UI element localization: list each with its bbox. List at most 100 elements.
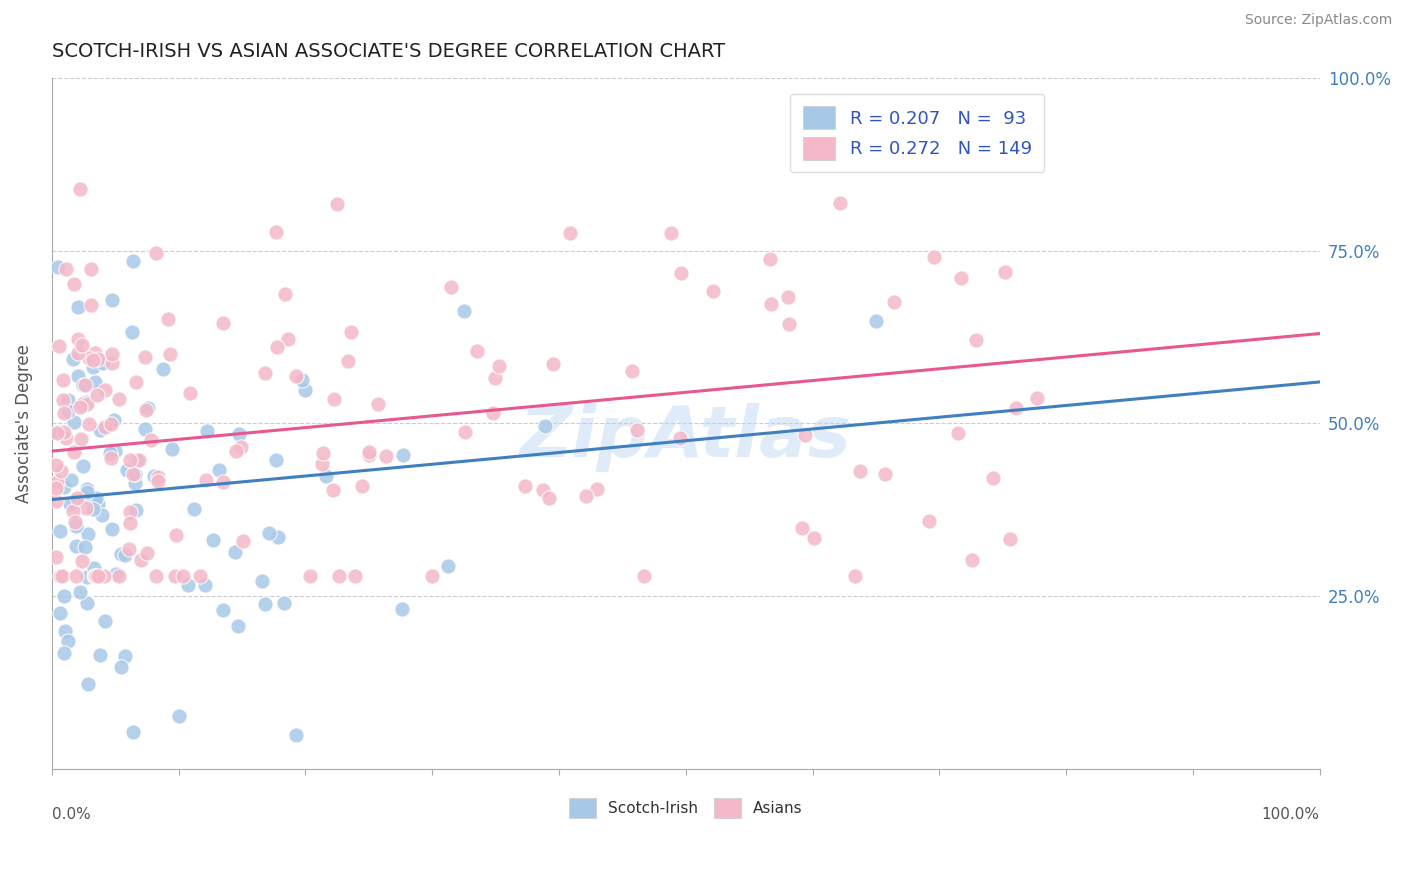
- Point: [63, 445, 86, 459]
- Point: [67, 300, 90, 314]
- Point: [163, 568, 186, 582]
- Point: [49, 464, 72, 478]
- Point: [668, 431, 690, 445]
- Point: [70, 433, 93, 447]
- Point: [291, 373, 314, 387]
- Point: [65, 568, 87, 582]
- Point: [226, 619, 249, 633]
- Point: [110, 548, 132, 562]
- Point: [1004, 401, 1026, 416]
- Point: [759, 252, 782, 267]
- Point: [994, 265, 1017, 279]
- Point: [100, 522, 122, 536]
- Point: [89, 648, 111, 663]
- Point: [45, 494, 67, 508]
- Point: [86, 568, 108, 582]
- Point: [76, 485, 98, 500]
- Text: ZipAtlas: ZipAtlas: [520, 403, 852, 472]
- Point: [844, 568, 866, 582]
- Point: [328, 568, 350, 582]
- Point: [59, 473, 82, 487]
- Point: [224, 544, 246, 558]
- Point: [65, 539, 87, 553]
- Point: [250, 574, 273, 588]
- Point: [124, 467, 146, 481]
- Point: [148, 470, 170, 484]
- Point: [134, 351, 156, 365]
- Text: SCOTCH-IRISH VS ASIAN ASSOCIATE'S DEGREE CORRELATION CHART: SCOTCH-IRISH VS ASIAN ASSOCIATE'S DEGREE…: [52, 42, 725, 61]
- Point: [228, 427, 250, 442]
- Point: [70, 554, 93, 568]
- Point: [53, 589, 76, 603]
- Text: 100.0%: 100.0%: [1261, 807, 1320, 822]
- Point: [87, 497, 110, 511]
- Point: [56, 393, 79, 408]
- Point: [533, 483, 555, 497]
- Point: [231, 440, 253, 454]
- Point: [48, 524, 70, 538]
- Point: [114, 548, 136, 562]
- Point: [76, 526, 98, 541]
- Point: [49, 568, 72, 582]
- Point: [58, 404, 80, 418]
- Point: [946, 425, 969, 440]
- Point: [659, 226, 682, 240]
- Point: [232, 533, 254, 548]
- Point: [45, 549, 67, 564]
- Point: [94, 614, 117, 628]
- Point: [104, 567, 127, 582]
- Point: [122, 467, 145, 482]
- Point: [125, 375, 148, 389]
- Point: [179, 385, 201, 400]
- Point: [284, 369, 307, 384]
- Point: [465, 343, 488, 358]
- Point: [533, 419, 555, 434]
- Point: [225, 444, 247, 458]
- Point: [104, 443, 127, 458]
- Point: [340, 325, 363, 339]
- Point: [69, 182, 91, 196]
- Point: [165, 527, 187, 541]
- Point: [482, 406, 505, 420]
- Point: [998, 532, 1021, 546]
- Point: [152, 362, 174, 376]
- Point: [83, 561, 105, 575]
- Point: [803, 531, 825, 545]
- Point: [72, 458, 94, 473]
- Point: [298, 568, 321, 582]
- Point: [52, 393, 75, 408]
- Point: [73, 541, 96, 555]
- Point: [575, 490, 598, 504]
- Point: [69, 584, 91, 599]
- Point: [79, 262, 101, 277]
- Point: [52, 425, 75, 439]
- Point: [65, 519, 87, 533]
- Point: [65, 493, 87, 508]
- Point: [918, 514, 941, 528]
- Point: [84, 491, 107, 506]
- Point: [101, 356, 124, 370]
- Point: [53, 479, 76, 493]
- Point: [80, 298, 103, 312]
- Point: [91, 356, 114, 370]
- Point: [82, 353, 104, 368]
- Point: [62, 504, 84, 518]
- Point: [108, 568, 131, 582]
- Point: [195, 424, 218, 438]
- Point: [51, 568, 73, 582]
- Point: [357, 445, 380, 459]
- Point: [52, 373, 75, 387]
- Point: [53, 646, 76, 660]
- Point: [46, 260, 69, 274]
- Point: [981, 471, 1004, 485]
- Point: [77, 351, 100, 366]
- Point: [124, 476, 146, 491]
- Point: [558, 226, 581, 240]
- Point: [141, 434, 163, 448]
- Point: [77, 417, 100, 432]
- Point: [422, 568, 444, 582]
- Point: [53, 406, 76, 420]
- Point: [336, 354, 359, 368]
- Point: [98, 446, 121, 460]
- Point: [67, 368, 90, 383]
